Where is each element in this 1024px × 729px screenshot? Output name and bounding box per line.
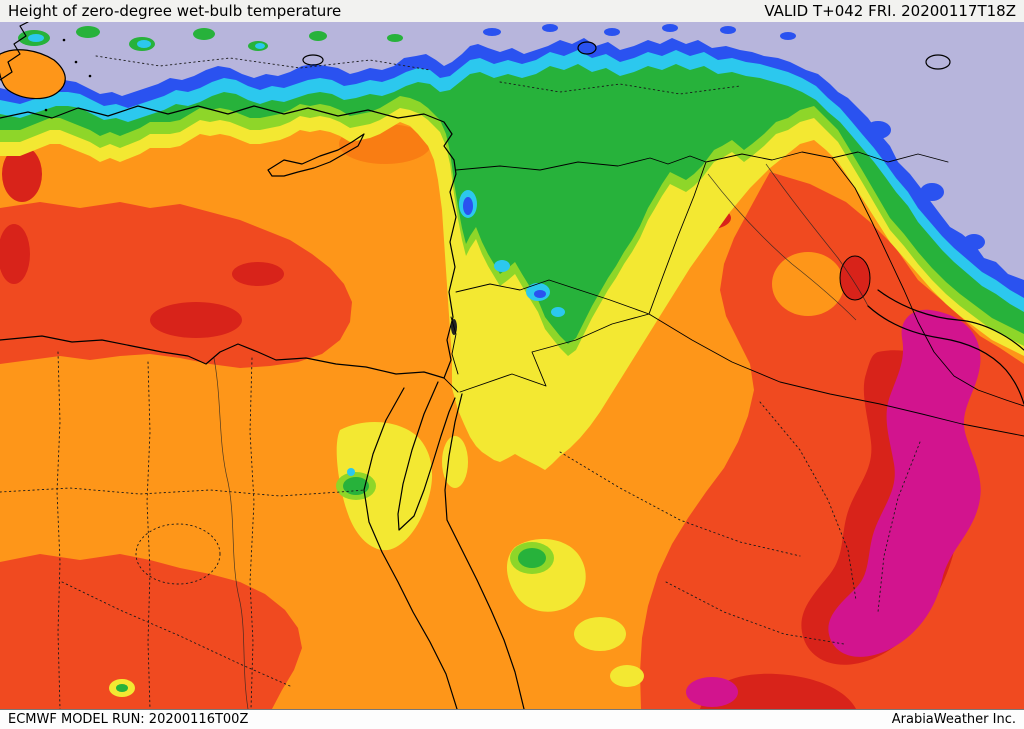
darkred-blob-egypt-1	[150, 302, 242, 338]
darkred-blob-aegean-2	[0, 224, 30, 284]
nile-river	[213, 357, 249, 709]
darkred-blob-egypt-2	[232, 262, 284, 286]
weather-map-svg	[0, 22, 1024, 709]
south-cool-patches	[109, 421, 644, 697]
sinai-red-sea-coastline	[363, 381, 525, 709]
map-canvas	[0, 22, 1024, 709]
tigris-river	[765, 163, 869, 307]
darkred-region-south	[700, 673, 856, 709]
lavender-region	[0, 22, 1024, 280]
aegean-coastline	[0, 22, 29, 81]
cyprus-coastline	[267, 133, 365, 177]
magenta-blob-south	[686, 677, 738, 707]
cold-zone-mottling	[18, 24, 985, 250]
map-footer: ECMWF MODEL RUN: 20200116T00Z ArabiaWeat…	[0, 709, 1024, 729]
country-borders	[443, 151, 1024, 437]
hot-regions	[0, 124, 1024, 709]
magenta-region-arabia	[828, 309, 981, 657]
euphrates-river	[707, 173, 857, 321]
valid-time-label: VALID T+042 FRI. 20200117T18Z	[764, 2, 1016, 20]
cyan-band	[0, 22, 1024, 312]
coastlines	[0, 22, 1024, 709]
anatolia-land-fragment	[0, 49, 66, 100]
page-title: Height of zero-degree wet-bulb temperatu…	[8, 2, 342, 20]
dotted-boundaries	[0, 55, 921, 709]
aegean-islands	[44, 38, 92, 112]
redorange-region-southwest	[0, 554, 302, 709]
rivers	[213, 163, 869, 709]
attribution-label: ArabiaWeather Inc.	[891, 712, 1016, 727]
levant-cool-pockets	[459, 190, 565, 317]
lake-outline	[839, 255, 871, 301]
persian-gulf-coastline	[867, 289, 1024, 405]
mediterranean-coastline	[0, 105, 457, 379]
cold-bands	[0, 22, 1024, 470]
orange-hole-east	[772, 252, 844, 316]
redorange-region-west	[0, 202, 352, 368]
yellow-patch-sinai	[336, 421, 433, 551]
model-run-label: ECMWF MODEL RUN: 20200116T00Z	[8, 712, 249, 727]
island-outline-northeast	[925, 54, 951, 70]
anatolia-lake-1	[302, 54, 324, 66]
darkred-blob-aegean-1	[2, 146, 42, 202]
map-header: Height of zero-degree wet-bulb temperatu…	[0, 0, 1024, 22]
anatolia-lake-2	[577, 41, 597, 55]
